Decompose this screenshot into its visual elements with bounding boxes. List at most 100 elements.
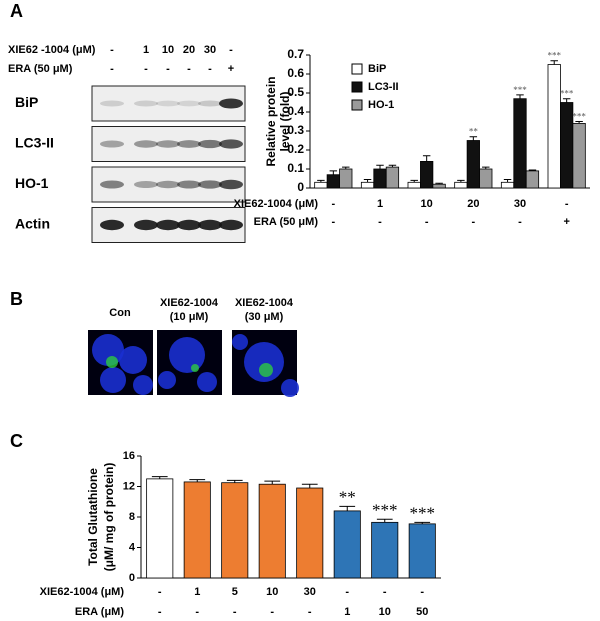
category-label: - <box>345 586 349 598</box>
significance: *** <box>410 504 436 523</box>
blot-band <box>177 140 201 148</box>
y-tick-label: 8 <box>129 511 135 523</box>
bar <box>408 523 436 579</box>
blot-band <box>177 100 201 107</box>
treatment-value: 1 <box>143 44 149 56</box>
category-label: 10 <box>266 586 278 598</box>
band-label: BiP <box>15 94 38 110</box>
y-tick-label: 0.3 <box>287 123 304 137</box>
error-bar <box>376 164 384 169</box>
bar <box>547 64 561 189</box>
blot-band <box>198 100 222 107</box>
bar <box>525 170 540 189</box>
image-label: Con <box>109 307 131 319</box>
bar <box>454 181 468 189</box>
category-label: 1 <box>344 606 350 618</box>
band-label: HO-1 <box>15 175 49 191</box>
error-bar <box>414 521 431 524</box>
significance: *** <box>513 85 527 95</box>
bar <box>314 181 328 189</box>
blot-band <box>134 180 158 189</box>
blot-band <box>134 140 158 148</box>
band-label: LC3-II <box>15 135 54 151</box>
panel-label: A <box>10 1 23 21</box>
cell <box>281 379 299 397</box>
treatment-value: - <box>166 63 170 75</box>
cell <box>158 371 176 389</box>
y-axis-label: Total Glutathione <box>86 468 100 566</box>
error-bar <box>388 164 397 168</box>
y-tick-label: 16 <box>123 450 135 462</box>
category-label: - <box>471 216 475 228</box>
error-bar <box>363 178 372 183</box>
bar <box>339 168 353 189</box>
treatment-value: - <box>187 63 191 75</box>
error-bar <box>482 166 490 169</box>
category-label: 50 <box>416 606 428 618</box>
legend-label: LC3-II <box>368 81 399 93</box>
error-bar <box>422 155 431 162</box>
blot-band <box>100 180 124 189</box>
bar <box>333 510 361 579</box>
category-label: - <box>270 606 274 618</box>
blot-band <box>219 139 243 149</box>
error-bar <box>457 179 465 183</box>
treatment-value: - <box>208 63 212 75</box>
image-label: (30 μM) <box>245 311 284 323</box>
category-label: - <box>233 606 237 618</box>
category-label: 10 <box>421 198 433 210</box>
category-label: - <box>425 216 429 228</box>
category-label: - <box>378 216 382 228</box>
panel-label: B <box>10 289 23 309</box>
cell <box>100 367 126 393</box>
error-bar <box>329 170 338 175</box>
bar <box>572 123 586 189</box>
category-label: - <box>518 216 522 228</box>
cell-stain <box>191 364 199 372</box>
error-bar <box>376 518 393 523</box>
significance: *** <box>372 501 398 520</box>
category-label: 20 <box>467 198 479 210</box>
legend-swatch <box>351 81 363 93</box>
bar <box>513 98 527 189</box>
treatment-value: 20 <box>183 44 195 56</box>
category-label: 10 <box>379 606 391 618</box>
error-bar <box>550 60 558 65</box>
y-tick-label: 0.1 <box>287 161 304 175</box>
cell <box>169 337 205 373</box>
blot-band <box>100 219 124 231</box>
error-bar <box>516 94 524 99</box>
category-label: 1 <box>194 586 200 598</box>
cell <box>133 375 153 395</box>
bar <box>146 478 174 579</box>
treatment-label: XIE62 -1004 (μM) <box>8 44 96 56</box>
image-label: XIE62-1004 <box>235 297 294 309</box>
legend-swatch <box>351 99 363 111</box>
panel-label: C <box>10 431 23 451</box>
blot-band <box>198 180 222 189</box>
image-label: XIE62-1004 <box>160 297 219 309</box>
bar <box>183 481 211 579</box>
category-label: 1 <box>377 198 383 210</box>
y-tick-label: 12 <box>123 480 135 492</box>
significance: *** <box>560 89 574 99</box>
bar <box>479 168 493 189</box>
category-label: - <box>383 586 387 598</box>
bar <box>432 183 446 189</box>
cell <box>119 346 147 374</box>
blot-band <box>198 219 222 231</box>
error-bar <box>339 505 356 511</box>
blot-band <box>177 180 201 189</box>
category-label: - <box>308 606 312 618</box>
bar <box>373 168 387 189</box>
error-bar <box>528 169 537 171</box>
error-bar <box>226 479 243 483</box>
category-label: + <box>563 216 569 228</box>
treatment-value: + <box>228 63 234 75</box>
treatment-value: - <box>229 44 233 56</box>
bar <box>221 482 249 579</box>
cell <box>232 334 248 350</box>
blot-band <box>156 100 180 107</box>
bar <box>326 174 340 189</box>
